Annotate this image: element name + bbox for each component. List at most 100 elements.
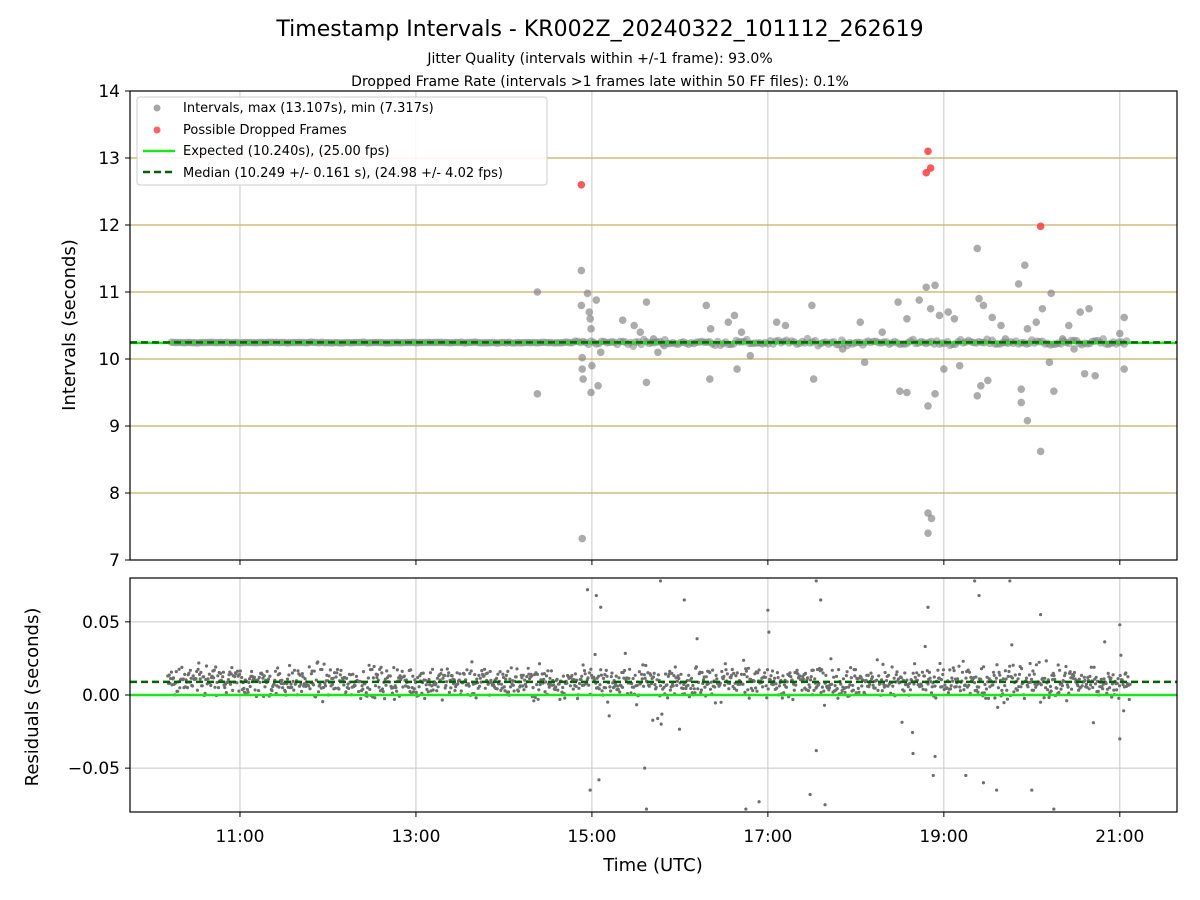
residual-band-point	[771, 683, 775, 687]
residual-band-point	[769, 674, 773, 678]
residual-band-point	[1012, 690, 1016, 694]
residual-band-point	[455, 671, 459, 675]
residual-band-point	[344, 690, 348, 694]
residual-band-point	[459, 689, 463, 693]
residual-band-point	[742, 658, 746, 662]
residual-band-point	[202, 675, 206, 679]
interval-point-83	[1076, 308, 1085, 316]
residual-band-point	[167, 673, 171, 677]
residual-band-point	[206, 677, 210, 681]
residual-band-point	[996, 686, 1001, 690]
residual-band-point	[522, 688, 526, 692]
residual-band-point	[820, 685, 825, 689]
residual-band-point	[609, 689, 613, 693]
residual-band-point	[1046, 688, 1050, 692]
residual-band-point	[746, 666, 751, 670]
residual-band-point	[940, 685, 944, 689]
residual-band-point	[233, 675, 237, 679]
residual-band-point	[543, 690, 547, 694]
residual-band-point	[653, 683, 657, 687]
residual-band-point	[961, 659, 965, 663]
residual-band-point	[1026, 685, 1030, 689]
residual-band-point	[301, 675, 305, 679]
residual-band-point	[219, 671, 223, 676]
residual-point-3	[588, 788, 592, 792]
residual-band-point	[952, 669, 956, 673]
interval-point-43	[903, 315, 911, 323]
residual-band-point	[466, 682, 470, 686]
residual-band-point	[258, 680, 262, 684]
residual-band-point	[984, 687, 989, 691]
residual-band-point	[440, 668, 444, 672]
residual-band-point	[1070, 687, 1074, 691]
interval-point-45	[915, 296, 924, 304]
residual-band-point	[373, 684, 378, 688]
residual-band-point	[943, 683, 947, 687]
interval-point-64	[984, 376, 992, 385]
residual-band-point	[417, 685, 421, 689]
residual-band-point	[950, 676, 954, 680]
interval-point-44	[903, 388, 911, 397]
residual-band-point	[693, 691, 697, 695]
residual-band-point	[724, 668, 728, 672]
residual-band-point	[1127, 697, 1131, 702]
residual-band-point	[520, 676, 524, 680]
residuals-xtick-label-2: 15:00	[567, 827, 616, 847]
residual-band-point	[1128, 682, 1132, 687]
residual-band-point	[1110, 682, 1114, 686]
residual-band-point	[841, 677, 846, 681]
residual-band-point	[806, 676, 810, 680]
residual-band-point	[775, 686, 779, 690]
residual-band-point	[477, 673, 481, 678]
residual-band-point	[250, 669, 254, 674]
residual-band-point	[226, 678, 230, 682]
residual-band-point	[544, 680, 548, 684]
interval-point-29	[730, 311, 739, 320]
residual-band-point	[827, 686, 832, 690]
interval-point-62	[973, 392, 982, 400]
residual-band-point	[694, 665, 699, 669]
residual-band-point	[735, 671, 739, 675]
residual-band-point	[951, 666, 955, 670]
interval-point-35	[808, 301, 816, 310]
residual-band-point	[1076, 684, 1080, 688]
residual-band-point	[613, 682, 618, 686]
residual-band-point	[392, 697, 397, 702]
residual-band-point	[908, 681, 912, 686]
residual-point-8	[682, 598, 686, 602]
residual-band-point	[268, 674, 272, 678]
interval-point-26	[706, 325, 715, 333]
residual-band-point	[574, 684, 578, 689]
residual-band-point	[381, 690, 385, 694]
residual-band-point	[523, 682, 528, 686]
residual-band-point	[792, 688, 796, 692]
residual-band-point	[266, 677, 271, 681]
residual-band-point	[1062, 679, 1066, 683]
residual-band-point	[494, 676, 499, 681]
residual-band-point	[1072, 674, 1076, 678]
residual-band-point	[1072, 670, 1076, 675]
interval-point-2	[577, 266, 586, 275]
residual-band-point	[572, 677, 576, 682]
residual-band-point	[785, 680, 789, 684]
residual-band-point	[848, 683, 852, 687]
residual-band-point	[213, 685, 217, 689]
residual-band-point	[237, 689, 241, 693]
residual-band-point	[796, 672, 800, 676]
residual-band-point	[775, 671, 780, 675]
residual-band-point	[372, 664, 376, 669]
residual-band-point	[1032, 688, 1036, 692]
residual-band-point	[606, 700, 610, 704]
residual-band-point	[894, 673, 898, 677]
residual-band-point	[1087, 687, 1091, 691]
residual-band-point	[1035, 683, 1039, 687]
residual-band-point	[335, 667, 340, 672]
residual-band-point	[1094, 675, 1098, 679]
residual-band-point	[628, 667, 632, 671]
residual-band-point	[234, 672, 238, 676]
residual-band-point	[535, 683, 539, 687]
residual-point-6	[644, 807, 649, 811]
residual-band-point	[659, 722, 663, 726]
residual-band-point	[1002, 701, 1006, 705]
residuals-expected-median-lines	[130, 680, 1177, 697]
